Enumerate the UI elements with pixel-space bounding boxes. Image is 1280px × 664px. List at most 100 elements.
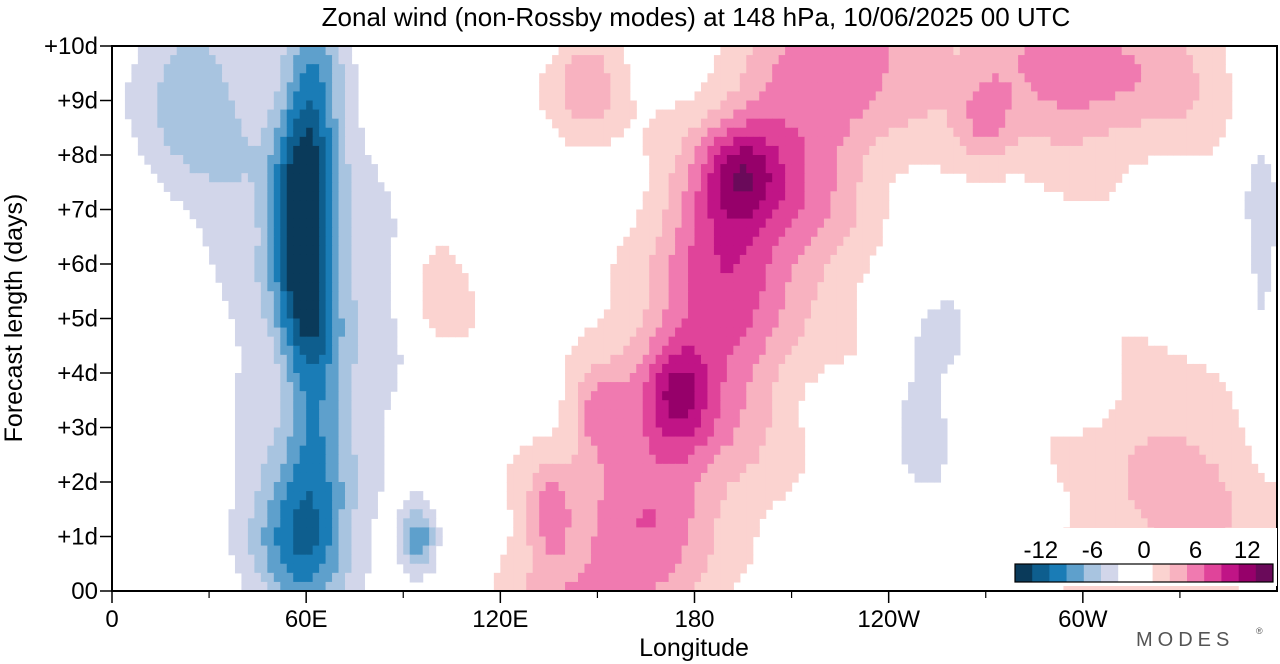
field-cell [1199, 91, 1207, 102]
field-cell [655, 164, 663, 174]
field-cell [1089, 491, 1097, 501]
field-cell [124, 82, 133, 93]
field-cell [273, 136, 281, 147]
field-cell [862, 100, 870, 111]
field-cell [713, 173, 721, 183]
field-cell [668, 445, 676, 456]
field-cell [662, 445, 670, 456]
field-cell [351, 254, 359, 265]
field-cell [552, 436, 560, 447]
field-cell [1179, 354, 1187, 365]
field-cell [293, 200, 301, 211]
field-cell [539, 73, 547, 83]
field-cell [1102, 463, 1110, 474]
field-cell [1270, 191, 1277, 202]
field-cell [726, 472, 734, 483]
field-cell [675, 409, 683, 420]
field-cell [1160, 73, 1168, 83]
field-cell [571, 445, 579, 456]
field-cell [739, 363, 747, 374]
field-cell [215, 164, 223, 174]
field-cell [791, 46, 799, 56]
field-cell [707, 227, 715, 238]
field-cell [338, 145, 346, 156]
field-cell [584, 491, 592, 501]
field-cell [752, 463, 760, 474]
field-cell [688, 309, 696, 320]
field-cell [183, 55, 191, 65]
field-cell [746, 64, 754, 74]
field-cell [351, 264, 359, 274]
field-cell [338, 436, 346, 447]
field-cell [927, 46, 935, 56]
field-cell [927, 145, 935, 156]
field-cell [565, 82, 573, 93]
field-cell [131, 73, 139, 83]
field-cell [772, 64, 780, 74]
field-cell [636, 427, 644, 438]
field-cell [843, 236, 851, 247]
field-cell [196, 127, 204, 138]
field-cell [843, 191, 851, 202]
field-cell [849, 100, 857, 111]
field-cell [280, 273, 288, 283]
field-cell [267, 182, 275, 192]
field-cell [746, 327, 754, 338]
field-cell [700, 127, 709, 138]
field-cell [726, 209, 734, 220]
field-cell [862, 82, 870, 93]
field-cell [1011, 155, 1019, 165]
field-cell [1166, 64, 1175, 74]
field-cell [610, 300, 618, 311]
field-cell [552, 454, 560, 465]
field-cell [1166, 418, 1175, 429]
field-cell [1179, 82, 1187, 93]
field-cell [998, 64, 1006, 74]
field-cell [332, 173, 340, 183]
field-cell [765, 173, 773, 183]
field-cell [616, 482, 624, 492]
field-cell [681, 309, 689, 320]
field-cell [222, 82, 230, 93]
field-cell [765, 291, 773, 301]
field-cell [157, 155, 165, 165]
field-cell [312, 109, 320, 120]
field-cell [345, 118, 353, 129]
field-cell [720, 509, 728, 519]
field-cell [1160, 345, 1168, 356]
field-cell [377, 318, 385, 329]
field-cell [785, 373, 793, 383]
field-cell [228, 291, 236, 301]
field-cell [215, 136, 223, 147]
field-cell [752, 73, 760, 83]
field-cell [895, 73, 903, 83]
field-cell [1056, 46, 1065, 56]
field-cell [306, 164, 314, 174]
field-cell [1218, 472, 1226, 483]
field-cell [176, 82, 184, 93]
field-cell [260, 345, 268, 356]
field-cell [273, 382, 281, 392]
field-cell [959, 91, 967, 102]
field-cell [584, 427, 592, 438]
field-cell [791, 391, 799, 401]
field-cell [668, 491, 676, 501]
field-cell [254, 64, 262, 74]
field-cell [254, 73, 262, 83]
field-cell [1044, 55, 1052, 65]
field-cell [843, 46, 851, 56]
field-cell [707, 100, 715, 111]
field-cell [306, 254, 314, 265]
field-cell [351, 336, 359, 347]
field-cell [163, 109, 171, 120]
field-cell [1212, 55, 1220, 65]
field-cell [772, 345, 780, 356]
field-cell [662, 236, 670, 247]
field-cell [597, 500, 605, 510]
field-cell [377, 282, 385, 292]
field-cell [254, 200, 262, 211]
field-cell [655, 182, 663, 192]
field-cell [357, 482, 366, 492]
field-cell [1069, 500, 1077, 510]
field-cell [610, 82, 618, 93]
